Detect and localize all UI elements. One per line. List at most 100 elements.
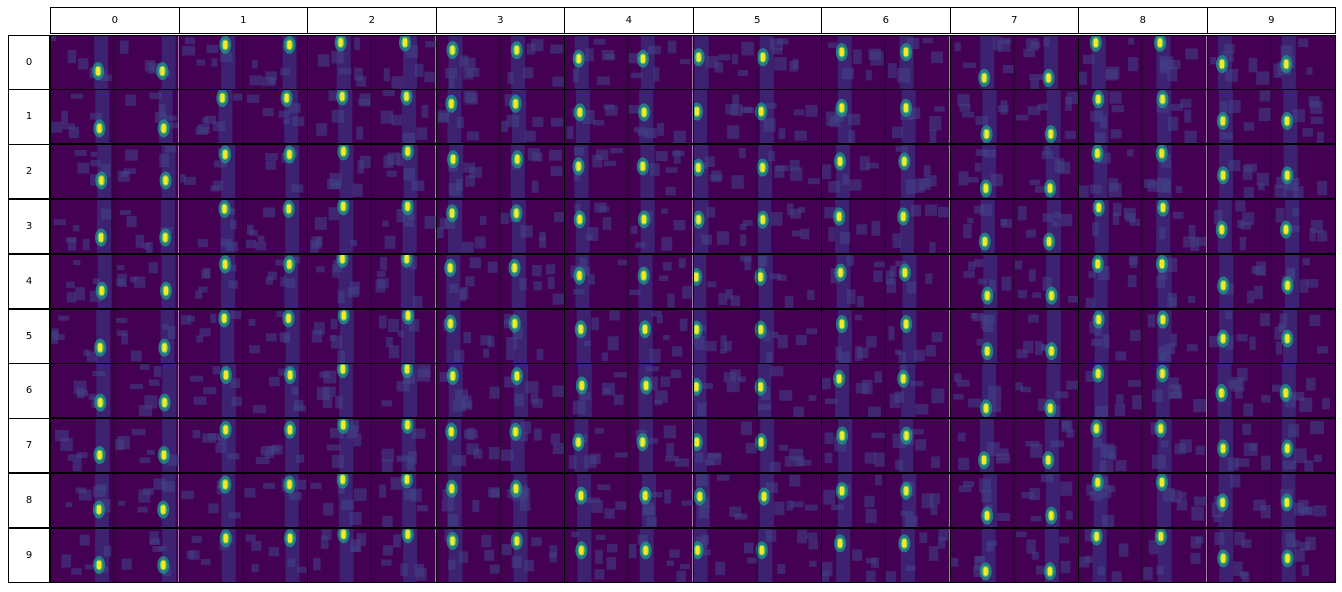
heatmap-texture	[824, 206, 837, 219]
heatmap-texture	[580, 392, 591, 401]
heatmap-texture	[189, 375, 203, 383]
heatmap-texture	[999, 218, 1007, 226]
heatmap-texture	[762, 118, 776, 133]
panel-divider	[884, 145, 886, 199]
heatmap-cell	[692, 364, 821, 418]
heatmap-texture	[441, 499, 454, 512]
heatmap-texture	[789, 208, 801, 219]
heatmap-texture	[1167, 116, 1179, 132]
heatmap-texture	[164, 115, 177, 121]
heatmap-cell	[50, 145, 179, 199]
heatmap-texture	[381, 459, 393, 473]
heatmap-texture	[347, 286, 359, 298]
heatmap-texture	[1029, 179, 1040, 186]
heatmap-texture	[505, 348, 514, 360]
heatmap-texture	[316, 123, 328, 137]
heatmap-panel-pair	[1078, 419, 1207, 473]
heatmap-texture	[513, 432, 528, 442]
heatmap-panel-pair	[692, 473, 821, 527]
heatmap-texture	[387, 152, 400, 166]
heatmap-texture	[738, 148, 746, 159]
heatmap-cell	[307, 199, 436, 253]
heatmap-panel-pair	[564, 419, 693, 473]
panel-divider	[370, 90, 372, 144]
heatmap-panel-pair	[692, 528, 821, 582]
heatmap-texture	[870, 50, 884, 66]
heatmap-cell	[564, 254, 693, 308]
heatmap-texture	[849, 179, 862, 191]
heatmap-texture	[1118, 543, 1129, 557]
heatmap-texture	[79, 534, 90, 546]
panel-divider	[370, 199, 372, 253]
panel-divider	[1270, 254, 1272, 308]
heatmap-texture	[615, 501, 627, 510]
heatmap-peak	[223, 371, 228, 380]
heatmap-texture	[1243, 442, 1258, 456]
heatmap-panel-pair	[435, 419, 564, 473]
heatmap-texture	[219, 51, 233, 62]
heatmap-texture	[356, 75, 367, 87]
heatmap-peak	[405, 529, 410, 538]
heatmap-texture	[499, 212, 509, 224]
heatmap-texture	[831, 504, 844, 511]
heatmap-texture	[213, 160, 227, 168]
heatmap-texture	[1288, 224, 1299, 233]
heatmap-texture	[125, 149, 138, 161]
heatmap-texture	[1169, 297, 1177, 308]
heatmap-texture	[847, 114, 861, 126]
heatmap-texture	[448, 75, 455, 88]
heatmap-texture	[606, 556, 617, 570]
heatmap-texture	[1165, 257, 1178, 272]
heatmap-texture	[209, 313, 216, 323]
heatmap-texture	[990, 173, 1003, 187]
heatmap-texture	[1034, 186, 1048, 193]
heatmap-texture	[545, 263, 555, 275]
heatmap-texture	[468, 166, 482, 179]
heatmap-texture	[667, 293, 675, 308]
heatmap-texture	[1236, 368, 1248, 382]
heatmap-texture	[531, 117, 543, 128]
heatmap-texture	[181, 45, 195, 55]
heatmap-texture	[76, 452, 88, 459]
heatmap-texture	[821, 378, 831, 390]
heatmap-panel-pair	[435, 199, 564, 253]
heatmap-panel-pair	[692, 90, 821, 144]
heatmap-texture	[617, 259, 628, 265]
heatmap-texture	[839, 351, 850, 363]
heatmap-texture	[230, 396, 242, 407]
heatmap-peak	[643, 491, 648, 500]
heatmap-texture	[1224, 283, 1234, 295]
heatmap-texture	[1239, 236, 1246, 251]
heatmap-texture	[1094, 322, 1102, 336]
heatmap-cell	[949, 473, 1078, 527]
heatmap-texture	[1275, 176, 1288, 189]
heatmap-texture	[379, 484, 387, 498]
heatmap-texture	[592, 154, 603, 168]
heatmap-texture	[1316, 230, 1327, 242]
heatmap-texture	[268, 377, 280, 387]
heatmap-texture	[1110, 129, 1122, 139]
panel-divider	[1270, 35, 1272, 89]
heatmap-peak	[981, 456, 986, 465]
heatmap-texture	[800, 228, 809, 240]
panel-divider	[627, 309, 629, 363]
heatmap-texture	[767, 150, 775, 162]
heatmap-peak	[513, 209, 518, 218]
heatmap-peak	[983, 404, 988, 413]
heatmap-texture	[922, 37, 933, 43]
heatmap-texture	[1236, 219, 1244, 229]
heatmap-texture	[538, 236, 546, 248]
heatmap-peak	[984, 346, 989, 355]
heatmap-background	[564, 254, 629, 308]
heatmap-peak	[1220, 281, 1225, 290]
heatmap-texture	[262, 482, 275, 489]
heatmap-texture	[1059, 213, 1072, 227]
heatmap-peak	[839, 47, 844, 56]
heatmap-panel-pair	[692, 309, 821, 363]
heatmap-texture	[1174, 443, 1186, 455]
heatmap-peak	[1218, 389, 1223, 398]
heatmap-texture	[188, 549, 200, 560]
heatmap-texture	[1180, 99, 1192, 109]
heatmap-texture	[678, 257, 686, 268]
heatmap-texture	[464, 175, 475, 187]
